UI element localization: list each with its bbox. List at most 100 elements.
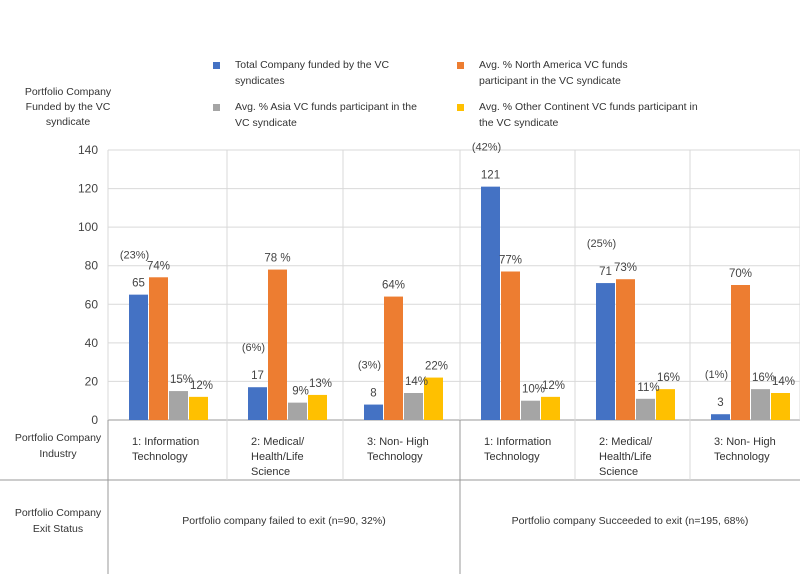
legend-label: Avg. % Asia VC funds participant in the: [235, 101, 417, 113]
data-label: 14%: [772, 376, 795, 388]
category-label: 2: Medical/: [599, 436, 653, 448]
share-label: (1%): [705, 369, 728, 381]
category-label: 3: Non- High: [714, 436, 776, 448]
legend-label: syndicates: [235, 75, 285, 87]
data-label: 65: [132, 278, 145, 290]
category-label: 1: Information: [484, 436, 551, 448]
legend-label: the VC syndicate: [479, 117, 559, 129]
data-label: 11%: [637, 382, 659, 394]
bar: [424, 377, 443, 420]
share-label: (3%): [358, 360, 381, 372]
category-label: 2: Medical/: [251, 436, 305, 448]
data-label: 14%: [405, 376, 428, 388]
row-header-industry: Portfolio Company: [15, 432, 102, 444]
bar: [731, 285, 750, 420]
data-label: 78 %: [264, 253, 290, 265]
data-label: 22%: [425, 361, 448, 373]
bars: [129, 186, 790, 420]
grid: [107, 149, 800, 421]
share-label: (6%): [242, 342, 265, 354]
legend: Total Company funded by the VC syndicates…: [213, 59, 698, 129]
legend-label: Avg. % North America VC funds: [479, 59, 628, 71]
bar: [541, 396, 560, 420]
legend-swatch: [457, 104, 464, 111]
row-header-exit-status: Exit Status: [33, 523, 83, 535]
category-label: Health/Life: [251, 451, 304, 463]
bar: [771, 393, 790, 420]
data-label: 3: [717, 397, 723, 409]
data-label: 16%: [752, 372, 775, 384]
share-label: (42%): [472, 142, 501, 154]
legend-swatch: [213, 104, 220, 111]
data-label: 13%: [309, 378, 332, 390]
bar: [129, 294, 148, 420]
legend-label: participant in the VC syndicate: [479, 75, 621, 87]
data-label: 16%: [657, 372, 680, 384]
data-label: 12%: [542, 380, 565, 392]
y-tick-label: 60: [85, 297, 99, 311]
bar: [521, 400, 540, 420]
bar: [636, 398, 655, 420]
bar: [596, 283, 615, 420]
bar: [268, 269, 287, 420]
bar: [481, 186, 500, 420]
legend-label: Total Company funded by the VC: [235, 59, 390, 71]
y-tick-label: 40: [85, 336, 99, 350]
row-header-industry: Industry: [39, 448, 77, 460]
bar: [169, 391, 188, 420]
data-label: 64%: [382, 280, 405, 292]
legend-swatch: [213, 62, 220, 69]
exit-status-label: Portfolio company failed to exit (n=90, …: [182, 515, 385, 527]
bar: [711, 414, 730, 420]
legend-swatch: [457, 62, 464, 69]
data-label: 77%: [499, 255, 522, 267]
y-tick-label: 80: [85, 259, 99, 273]
bar: [501, 271, 520, 420]
data-label: 70%: [729, 268, 752, 280]
bar: [308, 394, 327, 420]
y-tick-label: 140: [78, 143, 98, 157]
data-labels: 65 (23%) 17 (6%) 8 (3%) 121 (42%) 71 (25%) 3 (1%) 74…: [120, 142, 795, 410]
bar: [384, 296, 403, 420]
bar: [248, 387, 267, 420]
category-label: Science: [599, 466, 638, 478]
category-label: Technology: [132, 451, 188, 463]
y-tick-label: 100: [78, 220, 98, 234]
data-label: 17: [251, 370, 264, 382]
bar: [751, 389, 770, 420]
data-label: 12%: [190, 380, 213, 392]
y-axis-title-line: syndicate: [46, 116, 91, 128]
y-tick-label: 120: [78, 182, 98, 196]
data-label: 74%: [147, 260, 170, 272]
y-tick-label: 0: [91, 413, 98, 427]
bar: [656, 389, 675, 420]
legend-label: VC syndicate: [235, 117, 297, 129]
share-label: (25%): [587, 238, 616, 250]
category-label: 1: Information: [132, 436, 199, 448]
share-label: (23%): [120, 250, 149, 262]
bar: [364, 404, 383, 420]
y-axis-title: Portfolio Company Funded by the VC syndica…: [25, 86, 112, 128]
category-label: Technology: [714, 451, 770, 463]
category-label: Science: [251, 466, 290, 478]
category-label: Technology: [367, 451, 423, 463]
legend-label: Avg. % Other Continent VC funds particip…: [479, 101, 698, 113]
bar: [616, 279, 635, 420]
data-label: 8: [370, 388, 376, 400]
bar: [404, 393, 423, 420]
data-label: 9%: [292, 386, 309, 398]
y-axis-title-line: Portfolio Company: [25, 86, 112, 98]
y-axis-title-line: Funded by the VC: [26, 101, 111, 113]
exit-status-label: Portfolio company Succeeded to exit (n=1…: [512, 515, 749, 527]
category-label: Health/Life: [599, 451, 652, 463]
y-tick-label: 20: [85, 374, 99, 388]
data-label: 121: [481, 170, 500, 182]
bar: [149, 277, 168, 420]
bar: [288, 402, 307, 420]
category-label: Technology: [484, 451, 540, 463]
data-label: 73%: [614, 262, 637, 274]
category-table: Portfolio Company Industry Portfolio Compa…: [0, 420, 800, 574]
data-label: 71: [599, 266, 612, 278]
bar: [189, 396, 208, 420]
